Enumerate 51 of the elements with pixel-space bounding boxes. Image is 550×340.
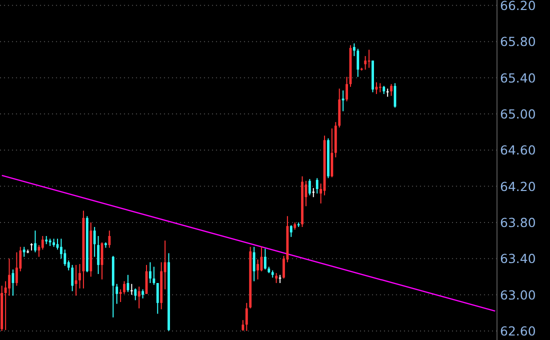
candlestick <box>342 90 344 112</box>
y-tick-label: 62.60 <box>500 323 536 338</box>
y-tick-label: 65.00 <box>500 106 536 122</box>
candlestick <box>152 266 156 286</box>
candlestick <box>245 302 248 332</box>
candlestick <box>108 230 111 248</box>
y-tick-label: 65.80 <box>500 34 536 50</box>
candlestick <box>130 283 133 296</box>
candlestick <box>119 288 122 303</box>
candlestick <box>346 76 348 102</box>
candlestick <box>312 188 315 198</box>
candlestick <box>97 236 100 274</box>
candlestick <box>41 236 44 250</box>
candlestick <box>316 178 318 194</box>
candlestick <box>71 264 74 292</box>
candlestick <box>390 84 392 96</box>
candlestick <box>15 252 18 286</box>
candlestick <box>78 264 81 289</box>
candlestick <box>93 226 96 258</box>
candlestick <box>330 128 334 178</box>
y-tick-label: 65.40 <box>500 70 536 86</box>
candlestick <box>123 280 126 294</box>
candlestick <box>22 246 26 258</box>
candlestick <box>275 272 278 284</box>
candlestick <box>64 249 66 266</box>
candlestick <box>290 224 292 238</box>
candlestick <box>8 258 10 296</box>
candlestick <box>264 248 266 270</box>
candlestick <box>356 48 360 78</box>
y-tick-label: 64.20 <box>500 178 536 194</box>
candlestick <box>56 238 59 250</box>
candlestick <box>353 42 356 57</box>
y-tick-label: 66.20 <box>500 0 536 13</box>
candlestick <box>252 246 256 282</box>
candlestick <box>134 288 137 301</box>
candlestick <box>378 82 382 93</box>
candlestick <box>386 88 389 98</box>
candlestick <box>34 230 36 253</box>
y-tick-label: 63.80 <box>500 214 536 230</box>
y-tick-label: 63.40 <box>500 251 536 266</box>
candlestick <box>242 320 244 332</box>
y-tick-label: 63.00 <box>500 287 536 302</box>
candlestick <box>256 259 259 280</box>
candlestick <box>308 178 311 196</box>
candlestick <box>156 282 159 314</box>
candlestick <box>142 288 144 299</box>
y-tick-label: 64.60 <box>500 142 536 158</box>
candlestick <box>149 262 152 284</box>
candlestick <box>364 56 367 70</box>
candlestick <box>138 286 140 309</box>
candlestick <box>116 283 118 304</box>
